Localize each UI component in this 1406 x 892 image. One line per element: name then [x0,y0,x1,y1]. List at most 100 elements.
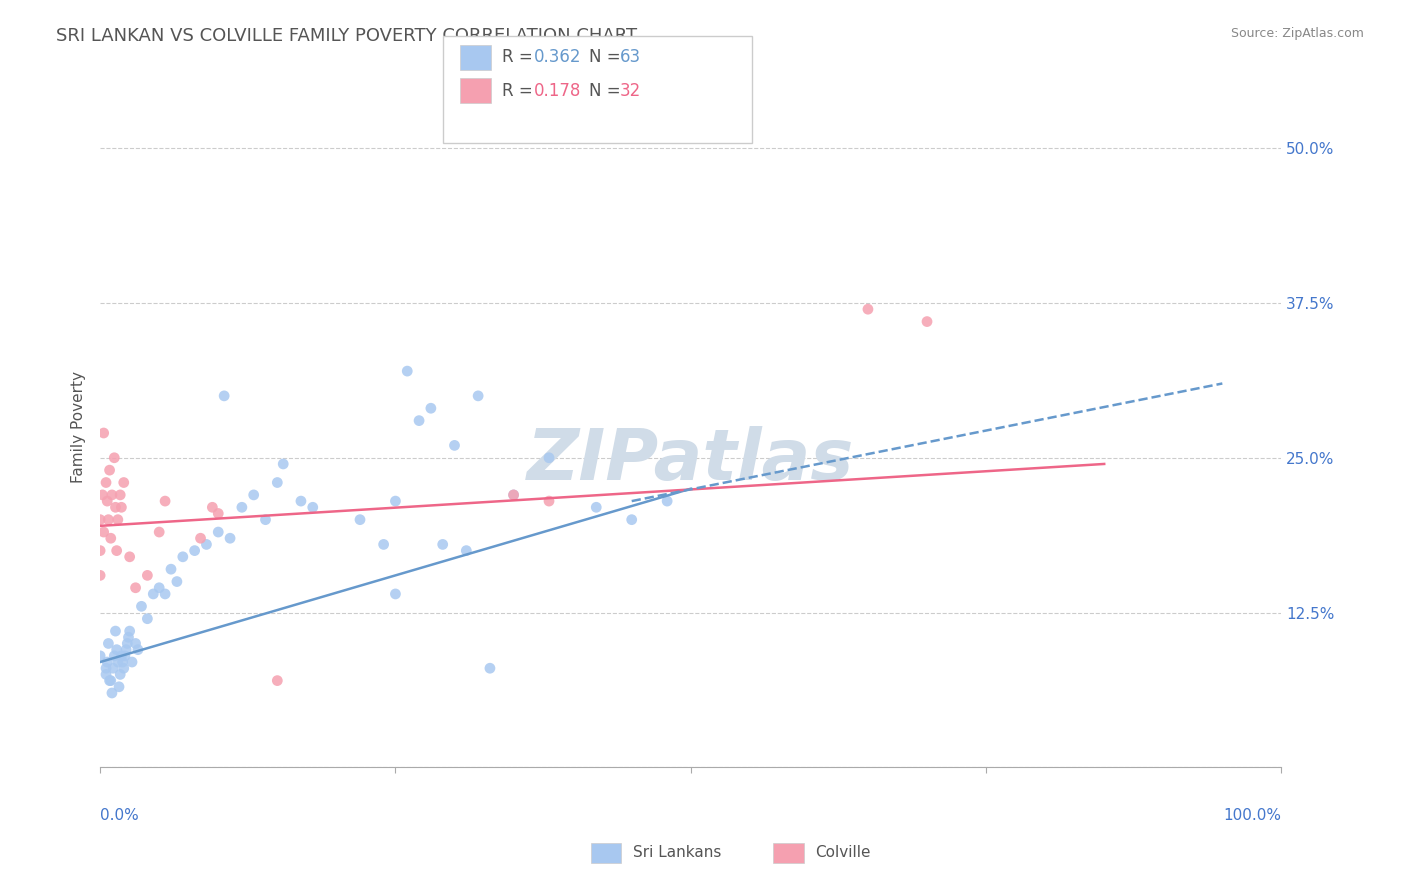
Point [242,488,264,502]
Text: 32: 32 [620,82,641,100]
Point [153,587,176,601]
Point [103,450,125,465]
Point [97,636,120,650]
Point [620,513,643,527]
Point [91,488,114,502]
Point [408,414,430,428]
Point [478,661,501,675]
Point [101,488,124,502]
Point [254,513,277,527]
Text: Sri Lankans: Sri Lankans [633,846,721,860]
Text: 0.362: 0.362 [534,48,582,66]
Point [456,543,478,558]
Point [153,494,176,508]
Text: R =: R = [502,48,538,66]
Point [118,549,141,564]
Point [396,364,419,378]
Point [110,500,132,515]
Point [166,574,188,589]
Point [266,673,288,688]
Point [105,642,128,657]
Point [207,507,229,521]
Point [96,655,118,669]
Point [104,624,127,638]
Text: 0.178: 0.178 [534,82,582,100]
Point [183,543,205,558]
Point [108,488,131,502]
Point [127,642,149,657]
Point [112,475,135,490]
Point [89,543,111,558]
Point [373,537,395,551]
Text: 63: 63 [620,48,641,66]
Point [94,475,117,490]
Point [502,488,524,502]
Point [112,661,135,675]
Point [107,655,129,669]
Text: N =: N = [589,48,626,66]
Point [96,494,118,508]
Point [100,531,122,545]
Text: 100.0%: 100.0% [1223,808,1281,823]
Point [124,581,146,595]
Point [212,389,235,403]
Point [101,661,124,675]
Point [117,630,139,644]
Point [94,661,117,675]
Point [142,587,165,601]
Point [89,513,111,527]
Point [148,581,170,595]
Point [467,389,489,403]
Text: N =: N = [589,82,626,100]
Point [101,686,124,700]
Point [537,450,560,465]
Point [121,655,143,669]
Text: R =: R = [502,82,538,100]
Text: SRI LANKAN VS COLVILLE FAMILY POVERTY CORRELATION CHART: SRI LANKAN VS COLVILLE FAMILY POVERTY CO… [56,27,637,45]
Point [100,673,122,688]
Point [104,500,127,515]
Point [136,568,159,582]
Point [301,500,323,515]
Point [136,612,159,626]
Point [89,568,111,582]
Point [108,680,131,694]
Point [172,549,194,564]
Point [190,531,212,545]
Point [93,425,115,440]
Point [419,401,441,416]
Point [502,488,524,502]
Point [118,624,141,638]
Point [108,667,131,681]
Text: Source: ZipAtlas.com: Source: ZipAtlas.com [1230,27,1364,40]
Point [111,655,134,669]
Point [89,648,111,663]
Text: ZIPatlas: ZIPatlas [527,426,855,495]
Point [110,648,132,663]
Point [219,531,242,545]
Point [117,636,139,650]
Point [915,315,938,329]
Point [107,513,129,527]
Point [97,513,120,527]
Point [655,494,678,508]
Point [231,500,253,515]
Y-axis label: Family Poverty: Family Poverty [72,371,86,483]
Point [201,500,224,515]
Point [537,494,560,508]
Point [349,513,371,527]
Point [443,438,465,452]
Point [207,524,229,539]
Point [98,463,121,477]
Point [148,524,170,539]
Point [856,302,879,317]
Point [290,494,312,508]
Point [160,562,183,576]
Point [384,587,406,601]
Point [131,599,153,614]
Point [94,667,117,681]
Point [384,494,406,508]
Text: Colville: Colville [815,846,870,860]
Point [98,673,121,688]
Point [266,475,288,490]
